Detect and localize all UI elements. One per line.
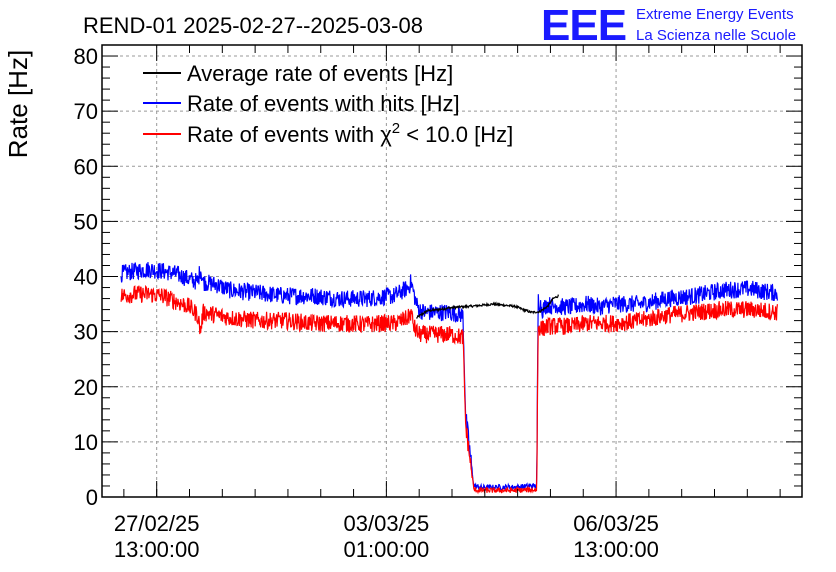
y-tick-label-70: 70 [74,99,98,124]
y-tick-label-50: 50 [74,209,98,234]
eee-logo: EEE Extreme Energy Events La Scienza nel… [541,1,796,50]
series-layer [120,262,778,495]
y-tick-label-0: 0 [86,485,98,510]
series-line-1 [120,262,778,492]
chart-title: REND-01 2025-02-27--2025-03-08 [83,13,423,38]
legend-label-0: Average rate of events [Hz] [187,61,453,86]
y-tick-label-60: 60 [74,154,98,179]
tick-labels: 0102030405060708027/02/2513:00:0003/03/2… [74,44,659,562]
x-tick-label-date-2: 06/03/25 [573,511,659,536]
logo-line-2: La Scienza nelle Scuole [636,27,796,44]
x-tick-label-time-0: 13:00:00 [114,537,200,562]
x-tick-label-time-2: 13:00:00 [573,537,659,562]
legend: Average rate of events [Hz] Rate of event… [143,61,513,147]
x-tick-label-time-1: 01:00:00 [344,537,430,562]
x-tick-label-date-1: 03/03/25 [344,511,430,536]
series-line-2 [120,284,778,495]
legend-label-1: Rate of events with hits [Hz] [187,91,460,116]
y-tick-label-30: 30 [74,320,98,345]
y-tick-label-20: 20 [74,375,98,400]
x-tick-label-date-0: 27/02/25 [114,511,200,536]
y-tick-label-80: 80 [74,44,98,69]
legend-label-2: Rate of events with χ2 < 10.0 [Hz] [187,120,513,147]
series-line-0 [416,294,560,320]
logo-letters: EEE [541,1,626,50]
y-tick-label-10: 10 [74,430,98,455]
y-axis-label: Rate [Hz] [3,50,33,158]
logo-line-1: Extreme Energy Events [636,6,794,23]
axis-ticks [102,44,802,498]
y-tick-label-40: 40 [74,265,98,290]
